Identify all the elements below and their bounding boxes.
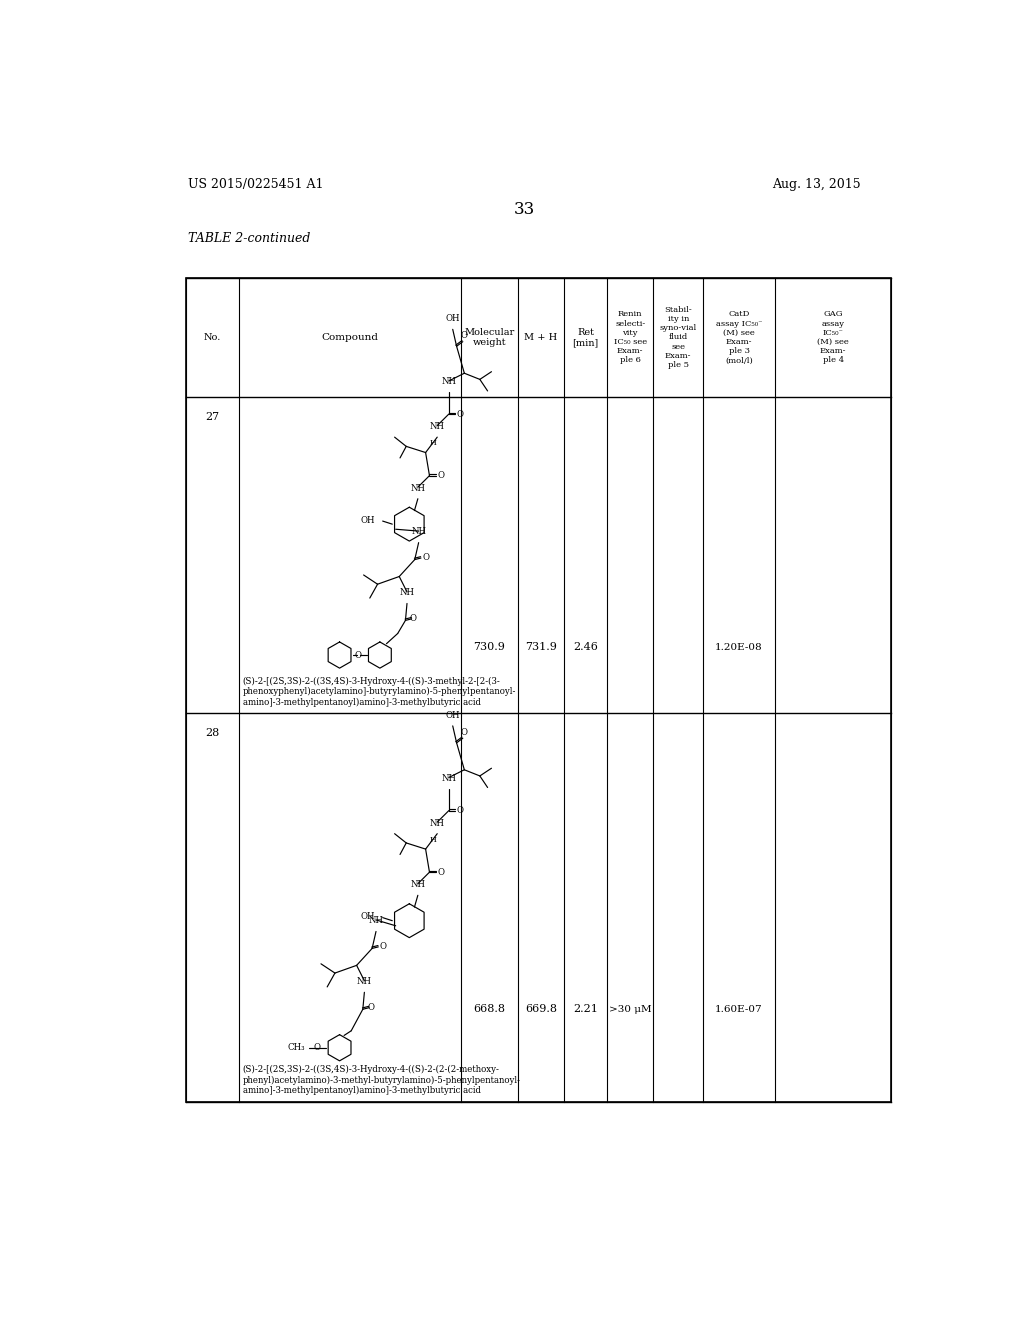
- Text: OH: OH: [360, 516, 375, 525]
- Bar: [186, 277, 891, 1102]
- Text: CatD
assay IC₅₀⁻
(M) see
Exam-
ple 3
(mol/l): CatD assay IC₅₀⁻ (M) see Exam- ple 3 (mo…: [716, 310, 762, 364]
- Text: 730.9: 730.9: [473, 643, 506, 652]
- Text: No.: No.: [204, 333, 221, 342]
- Text: 1.60E-07: 1.60E-07: [716, 1005, 763, 1014]
- Text: Aug. 13, 2015: Aug. 13, 2015: [772, 178, 861, 190]
- Text: 2.21: 2.21: [573, 1005, 598, 1014]
- Text: O: O: [354, 651, 361, 660]
- Text: 28: 28: [206, 729, 219, 738]
- Text: NH: NH: [369, 916, 384, 925]
- Text: CH₃: CH₃: [287, 1043, 305, 1052]
- Text: O: O: [461, 727, 468, 737]
- Text: O: O: [437, 867, 444, 876]
- Text: >30 μM: >30 μM: [609, 1005, 651, 1014]
- Text: Molecular
weight: Molecular weight: [465, 327, 515, 347]
- Text: NH: NH: [411, 528, 426, 536]
- Text: (S)-2-[(2S,3S)-2-((3S,4S)-3-Hydroxy-4-((S)-3-methyl-2-[2-(3-
phenoxyphenyl)acety: (S)-2-[(2S,3S)-2-((3S,4S)-3-Hydroxy-4-((…: [243, 676, 516, 706]
- Text: O: O: [461, 331, 468, 341]
- Text: O: O: [423, 553, 429, 562]
- Text: (S)-2-[(2S,3S)-2-((3S,4S)-3-Hydroxy-4-((S)-2-(2-(2-methoxy-
phenyl)acetylamino)-: (S)-2-[(2S,3S)-2-((3S,4S)-3-Hydroxy-4-((…: [243, 1065, 520, 1096]
- Text: US 2015/0225451 A1: US 2015/0225451 A1: [188, 178, 324, 190]
- Text: 668.8: 668.8: [473, 1005, 506, 1014]
- Text: 27: 27: [206, 412, 219, 422]
- Text: NH: NH: [357, 977, 372, 986]
- Text: H: H: [430, 440, 437, 447]
- Text: O: O: [380, 941, 387, 950]
- Text: Compound: Compound: [322, 333, 379, 342]
- Text: NH: NH: [430, 818, 444, 828]
- Text: O: O: [313, 1043, 321, 1052]
- Text: O: O: [457, 409, 464, 418]
- Text: OH: OH: [445, 314, 460, 323]
- Text: 33: 33: [514, 201, 536, 218]
- Text: TABLE 2-continued: TABLE 2-continued: [188, 231, 311, 244]
- Text: Stabil-
ity in
syno-vial
fluid
see
Exam-
ple 5: Stabil- ity in syno-vial fluid see Exam-…: [659, 306, 697, 370]
- Text: NH: NH: [411, 483, 425, 492]
- Text: NH: NH: [441, 774, 457, 783]
- Text: 1.20E-08: 1.20E-08: [716, 643, 763, 652]
- Text: 2.46: 2.46: [573, 643, 598, 652]
- Text: OH: OH: [445, 710, 460, 719]
- Text: O: O: [437, 471, 444, 480]
- Text: NH: NH: [399, 589, 415, 598]
- Text: GAG
assay
IC₅₀⁻
(M) see
Exam-
ple 4: GAG assay IC₅₀⁻ (M) see Exam- ple 4: [817, 310, 849, 364]
- Text: O: O: [367, 1003, 374, 1012]
- Text: Renin
selecti-
vity
IC₅₀ see
Exam-
ple 6: Renin selecti- vity IC₅₀ see Exam- ple 6: [613, 310, 647, 364]
- Text: H: H: [430, 836, 437, 843]
- Text: NH: NH: [411, 880, 425, 890]
- Text: O: O: [410, 614, 417, 623]
- Text: Ret
[min]: Ret [min]: [572, 327, 599, 347]
- Text: M + H: M + H: [524, 333, 558, 342]
- Text: 669.8: 669.8: [525, 1005, 557, 1014]
- Text: 731.9: 731.9: [525, 643, 557, 652]
- Text: OH: OH: [360, 912, 375, 921]
- Text: O: O: [457, 807, 464, 814]
- Text: NH: NH: [430, 422, 444, 430]
- Text: NH: NH: [441, 378, 457, 387]
